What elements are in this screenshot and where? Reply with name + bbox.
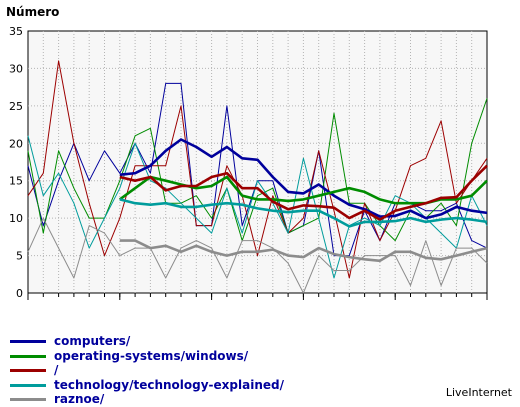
legend-swatch	[10, 369, 46, 372]
line-chart: Número 0 5 10 15 20 25 30 35 31 de mar6 de abr1…	[6, 5, 488, 300]
y-tick-label: 25	[9, 100, 23, 113]
series-line-raznoe-raw	[27, 217, 488, 294]
y-axis-ticks: 0 5 10 15 20 25 30 35	[9, 25, 23, 300]
legend-swatch	[10, 398, 46, 401]
y-tick-label: 35	[9, 25, 23, 38]
series-line-computers-trend	[119, 138, 488, 220]
legend-label: /	[54, 363, 59, 377]
y-axis-label: Número	[6, 5, 59, 19]
footer-brand: LiveInternet	[445, 386, 512, 399]
y-tick-label: 5	[16, 250, 23, 263]
legend-swatch	[10, 354, 46, 358]
plot-area	[27, 30, 488, 294]
series-line-root-trend	[119, 164, 488, 221]
legend-swatch	[10, 383, 46, 387]
series-line-raznoe-trend	[119, 239, 488, 263]
series-line-root-raw	[27, 60, 488, 279]
legend-label: operating-systems/windows/	[54, 348, 249, 363]
y-tick-label: 30	[9, 62, 23, 75]
series-line-technology-technology-explained-trend	[119, 198, 488, 228]
legend-label: technology/technology-explained/	[54, 377, 284, 392]
series-layer	[27, 60, 488, 294]
x-axis-ticks: 31 de mar6 de abr12 de abr18 de abr24 de…	[27, 293, 488, 300]
y-tick-label: 20	[9, 137, 23, 150]
y-tick-label: 0	[16, 287, 23, 300]
legend-label: computers/	[54, 334, 131, 348]
y-tick-label: 10	[9, 212, 23, 225]
legend-label: raznoe/	[54, 392, 105, 406]
y-tick-label: 15	[9, 175, 23, 188]
legend-swatch	[10, 340, 46, 343]
